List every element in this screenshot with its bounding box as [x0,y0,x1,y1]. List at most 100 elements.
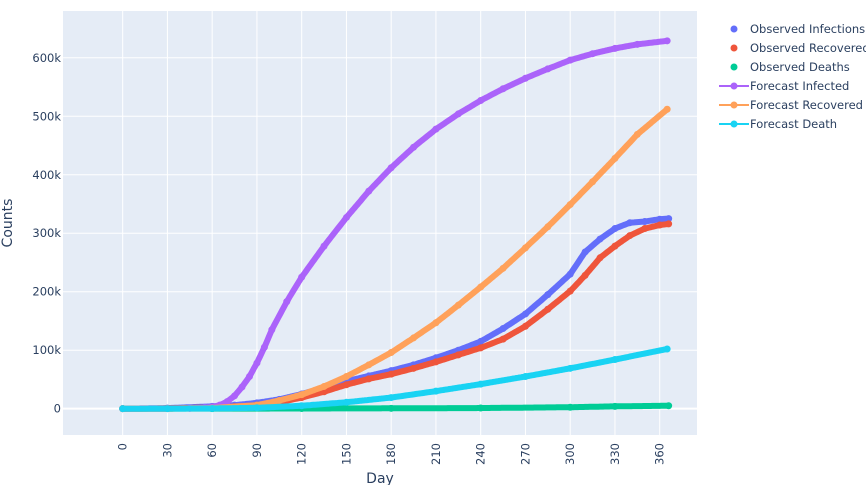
data-point [342,381,350,389]
data-point [298,402,306,410]
y-axis-title: Counts [0,199,16,248]
data-point [596,254,604,262]
data-point [119,405,127,413]
data-point [566,364,574,372]
legend-marker [730,25,738,33]
data-point [454,301,462,309]
data-point [410,364,418,372]
data-point [477,337,485,345]
data-point [387,349,395,357]
legend[interactable]: Observed Infections Observed Recovered Obs… [719,22,866,131]
tick-layer: 0 30 60 90 120 150 180 210 240 270 300 330 360 0 100k 2… [32,51,666,465]
legend-marker [730,101,738,109]
legend-item[interactable]: Observed Recovered [730,41,866,55]
data-point [521,322,529,330]
data-point [342,213,350,221]
x-tick-label: 180 [384,443,398,465]
y-tick-label: 100k [32,343,61,357]
data-point [611,242,619,250]
data-point [208,404,216,412]
x-tick-label: 150 [339,443,353,465]
data-point [477,344,485,352]
y-tick-label: 200k [32,285,61,299]
data-point [275,396,283,404]
legend-label: Forecast Death [750,117,837,131]
series-forecast-infected [119,37,671,413]
x-tick-label: 60 [205,443,219,458]
data-point [410,334,418,342]
x-tick-label: 270 [518,443,532,465]
x-tick-label: 30 [160,443,174,458]
x-tick-label: 0 [116,443,130,450]
data-point [633,130,641,138]
data-point [253,404,261,412]
x-tick-label: 300 [563,443,577,465]
data-point [566,201,574,209]
data-point [589,50,597,58]
data-point [581,271,589,279]
data-point [596,235,604,243]
data-point [268,326,276,334]
data-point [477,283,485,291]
y-tick-label: 600k [32,51,61,65]
y-tick-label: 0 [54,402,61,416]
data-point [477,404,485,412]
data-point [521,244,529,252]
data-point [298,273,306,281]
legend-marker [730,82,738,90]
data-point [238,383,246,391]
data-point [581,248,589,256]
x-tick-label: 240 [474,443,488,465]
data-point [633,40,641,48]
legend-label: Forecast Recovered [750,98,863,112]
data-point [320,242,328,250]
data-point [320,382,328,390]
legend-marker [730,44,738,52]
data-point [499,335,507,343]
data-point [342,373,350,381]
data-point [342,398,350,406]
data-point [231,392,239,400]
legend-item[interactable]: Observed Infections [730,22,866,36]
data-point [365,375,373,383]
data-point [611,154,619,162]
y-tick-label: 300k [32,226,61,240]
legend-item[interactable]: Forecast Recovered [719,98,863,112]
data-point [245,373,253,381]
data-point [566,287,574,295]
data-point [663,37,671,45]
legend-item[interactable]: Forecast Death [719,117,837,131]
series-layer [119,37,673,413]
data-point [283,298,291,306]
legend-item[interactable]: Observed Deaths [730,60,850,74]
data-point [499,325,507,333]
y-tick-label: 500k [32,109,61,123]
x-tick-label: 90 [250,443,264,458]
data-point [387,370,395,378]
data-point [432,319,440,327]
x-tick-label: 120 [295,443,309,465]
data-point [432,387,440,395]
x-tick-label: 210 [429,443,443,465]
y-tick-label: 400k [32,168,61,182]
legend-marker [730,63,738,71]
data-point [544,291,552,299]
data-point [223,398,231,406]
data-point [641,218,649,226]
data-point [432,358,440,366]
x-tick-label: 330 [608,443,622,465]
data-point [641,225,649,233]
data-point [365,361,373,369]
legend-label: Observed Infections [750,22,865,36]
data-point [626,232,634,240]
data-point [410,143,418,151]
data-point [521,373,529,381]
data-point [387,394,395,402]
data-point [387,404,395,412]
data-point [544,223,552,231]
data-point [253,359,261,367]
legend-item[interactable]: Forecast Infected [719,79,849,93]
data-point [477,380,485,388]
